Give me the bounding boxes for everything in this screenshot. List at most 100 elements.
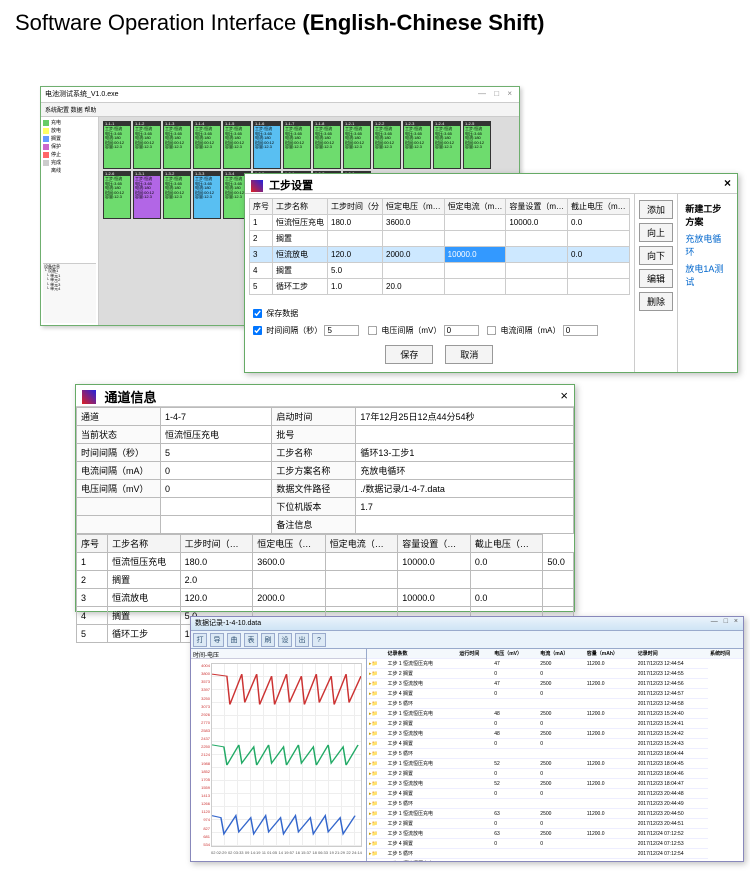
channel-tile[interactable]: 1-2-1工步:恒流电压:3.65电流:180时间:00:12容量:12.3 [343, 121, 371, 169]
data-row[interactable]: ▸📁工步 5 循环2017/12/24 07:12:54 [367, 849, 743, 859]
col-header[interactable]: 截止电压（m… [568, 199, 630, 215]
window-buttons[interactable]: — □ × [478, 89, 515, 98]
data-row[interactable]: ▸📁工步 1 恒流恒压充电58250011200.02017/12/24 07:… [367, 859, 743, 862]
data-row[interactable]: ▸📁工步 4 搁置002017/12/23 20:44:48 [367, 789, 743, 799]
ytick: 3073 [192, 704, 210, 709]
step-row[interactable]: 2搁置 [250, 231, 630, 247]
col-header[interactable]: 记录时间 [636, 649, 708, 659]
device-tree[interactable]: 设备信息 └ 设备1 └ 单元1 └ 单元2 └ 单元3 └ 单元4 [43, 263, 96, 323]
channel-tile[interactable]: 1-1-5工步:恒流电压:3.65电流:180时间:00:12容量:12.3 [223, 121, 251, 169]
close-icon[interactable]: × [724, 176, 731, 190]
col-header[interactable]: 恒定电压（m… [383, 199, 445, 215]
col-header[interactable]: 序号 [250, 199, 273, 215]
data-row[interactable]: ▸📁工步 3 恒流放电52250011200.02017/12/23 18:04… [367, 779, 743, 789]
side-button[interactable]: 编辑 [639, 269, 674, 288]
data-row[interactable]: ▸📁工步 4 搁置002017/12/23 12:44:57 [367, 689, 743, 699]
scheme-item[interactable]: 充放电循环 [682, 230, 733, 260]
toolbar-icon[interactable]: 设 [278, 633, 292, 647]
interval-v[interactable]: 电压间隔（mV） [366, 326, 441, 335]
side-button[interactable]: 向上 [639, 223, 674, 242]
col-header[interactable]: 工步时间（分 [328, 199, 383, 215]
data-row[interactable]: ▸📁工步 4 搁置002017/12/23 15:24:43 [367, 739, 743, 749]
col-header[interactable]: 电压（mV） [492, 649, 538, 659]
step-row[interactable]: 1恒流恒压充电180.03600.010000.00.0 [250, 215, 630, 231]
data-row[interactable]: ▸📁工步 5 循环2017/12/23 12:44:58 [367, 699, 743, 709]
window-buttons[interactable]: — □ × [711, 618, 740, 625]
channel-tile[interactable]: 1-3-1工步:恒流电压:3.65电流:180时间:00:12容量:12.3 [133, 171, 161, 219]
data-row[interactable]: ▸📁工步 2 搁置002017/12/23 18:04:46 [367, 769, 743, 779]
interval-i-input[interactable] [563, 325, 598, 336]
save-button[interactable]: 保存 [385, 345, 433, 364]
data-row[interactable]: ▸📁工步 3 恒流放电47250011200.02017/12/23 12:44… [367, 679, 743, 689]
data-table-panel[interactable]: 记录条数运行时间电压（mV）电流（mA）容量（mAh）记录时间系统时间 ▸📁工步… [367, 649, 743, 861]
data-row[interactable]: ▸📁工步 3 恒流放电48250011200.02017/12/23 15:24… [367, 729, 743, 739]
interval-sec[interactable]: 时间间隔（秒） [251, 326, 322, 335]
channel-tile[interactable]: 1-1-1工步:恒流电压:3.65电流:180时间:00:12容量:12.3 [103, 121, 131, 169]
channel-tile[interactable]: 1-2-6工步:恒流电压:3.65电流:180时间:00:12容量:12.3 [103, 171, 131, 219]
side-button[interactable]: 添加 [639, 200, 674, 219]
toolbar-icon[interactable]: 刷 [261, 633, 275, 647]
col-header[interactable]: 电流（mA） [538, 649, 585, 659]
data-row[interactable]: ▸📁工步 2 搁置002017/12/23 12:44:55 [367, 669, 743, 679]
col-header[interactable] [367, 649, 385, 659]
col-header[interactable]: 容量（mAh） [585, 649, 636, 659]
channel-tile[interactable]: 1-1-8工步:恒流电压:3.65电流:180时间:00:12容量:12.3 [313, 121, 341, 169]
col-header[interactable]: 系统时间 [708, 649, 743, 659]
col-header[interactable]: 恒定电流（m… [444, 199, 506, 215]
step-row[interactable]: 4搁置5.0 [250, 263, 630, 279]
channel-tile[interactable]: 1-2-2工步:恒流电压:3.65电流:180时间:00:12容量:12.3 [373, 121, 401, 169]
data-row[interactable]: ▸📁工步 1 恒流恒压充电63250011200.02017/12/23 20:… [367, 809, 743, 819]
channel-tile[interactable]: 1-2-4工步:恒流电压:3.65电流:180时间:00:12容量:12.3 [433, 121, 461, 169]
interval-sec-input[interactable] [324, 325, 359, 336]
channel-tile[interactable]: 1-1-7工步:恒流电压:3.65电流:180时间:00:12容量:12.3 [283, 121, 311, 169]
channel-tile[interactable]: 1-2-5工步:恒流电压:3.65电流:180时间:00:12容量:12.3 [463, 121, 491, 169]
steps-table[interactable]: 序号工步名称工步时间（分恒定电压（m…恒定电流（m…容量设置（m…截止电压（m…… [249, 198, 630, 295]
win3-titlebar[interactable]: 通道信息 × [76, 385, 574, 407]
data-row[interactable]: ▸📁工步 1 恒流恒压充电47250011200.02017/12/23 12:… [367, 659, 743, 669]
win1-titlebar[interactable]: 电池测试系统_V1.0.exe — □ × [41, 87, 519, 103]
close-icon[interactable]: × [560, 388, 568, 403]
toolbar-icon[interactable]: ? [312, 633, 326, 647]
toolbar-icon[interactable]: 表 [244, 633, 258, 647]
line-chart[interactable] [211, 663, 362, 847]
step-row[interactable]: 3恒流放电120.02000.010000.00.0 [250, 247, 630, 263]
cancel-button[interactable]: 取消 [445, 345, 493, 364]
data-row[interactable]: ▸📁工步 5 循环2017/12/23 18:04:44 [367, 749, 743, 759]
channel-tile[interactable]: 1-1-4工步:恒流电压:3.65电流:180时间:00:12容量:12.3 [193, 121, 221, 169]
col-header[interactable]: 工步名称 [273, 199, 328, 215]
toolbar-icon[interactable]: 出 [295, 633, 309, 647]
side-button[interactable]: 删除 [639, 292, 674, 311]
win2-titlebar[interactable]: 工步设置 × [245, 174, 737, 194]
channel-tile[interactable]: 1-1-3工步:恒流电压:3.65电流:180时间:00:12容量:12.3 [163, 121, 191, 169]
save-data-check[interactable]: 保存数据 [251, 309, 298, 318]
interval-v-input[interactable] [444, 325, 479, 336]
step-row[interactable]: 5循环工步1.020.0 [250, 279, 630, 295]
data-row[interactable]: ▸📁工步 2 搁置002017/12/23 20:44:51 [367, 819, 743, 829]
toolbar-icon[interactable]: 曲 [227, 633, 241, 647]
chart-tab[interactable]: 时间-电压 [191, 649, 366, 659]
col-header[interactable]: 运行时间 [457, 649, 492, 659]
col-header[interactable]: 记录条数 [385, 649, 457, 659]
data-row[interactable]: ▸📁工步 5 循环2017/12/23 20:44:49 [367, 799, 743, 809]
data-row[interactable]: ▸📁工步 1 恒流恒压充电48250011200.02017/12/23 15:… [367, 709, 743, 719]
data-row[interactable]: ▸📁工步 3 恒流放电63250011200.02017/12/24 07:12… [367, 829, 743, 839]
info-key: 工步名称 [272, 444, 356, 462]
new-scheme-button[interactable]: 新建工步方案 [682, 200, 733, 230]
channel-tile[interactable]: 1-1-2工步:恒流电压:3.65电流:180时间:00:12容量:12.3 [133, 121, 161, 169]
data-row[interactable]: ▸📁工步 2 搁置002017/12/23 15:24:41 [367, 719, 743, 729]
side-button[interactable]: 向下 [639, 246, 674, 265]
win4-toolbar[interactable]: 打导曲表刷设出? [191, 631, 743, 649]
channel-tile[interactable]: 1-2-3工步:恒流电压:3.65电流:180时间:00:12容量:12.3 [403, 121, 431, 169]
channel-tile[interactable]: 1-3-3工步:恒流电压:3.65电流:180时间:00:12容量:12.3 [193, 171, 221, 219]
data-row[interactable]: ▸📁工步 1 恒流恒压充电52250011200.02017/12/23 18:… [367, 759, 743, 769]
toolbar-icon[interactable]: 打 [193, 633, 207, 647]
scheme-item[interactable]: 放电1A测试 [682, 260, 733, 290]
win4-titlebar[interactable]: 数据记录-1-4-10.data — □ × [191, 617, 743, 631]
channel-tile[interactable]: 1-1-6工步:恒流电压:3.65电流:180时间:00:12容量:12.3 [253, 121, 281, 169]
col-header[interactable]: 容量设置（m… [506, 199, 568, 215]
win1-toolbar[interactable]: 系统配置 数据 帮助 [41, 103, 519, 117]
data-row[interactable]: ▸📁工步 4 搁置002017/12/24 07:12:53 [367, 839, 743, 849]
interval-i[interactable]: 电流间隔（mA） [485, 326, 560, 335]
channel-tile[interactable]: 1-3-2工步:恒流电压:3.65电流:180时间:00:12容量:12.3 [163, 171, 191, 219]
toolbar-icon[interactable]: 导 [210, 633, 224, 647]
